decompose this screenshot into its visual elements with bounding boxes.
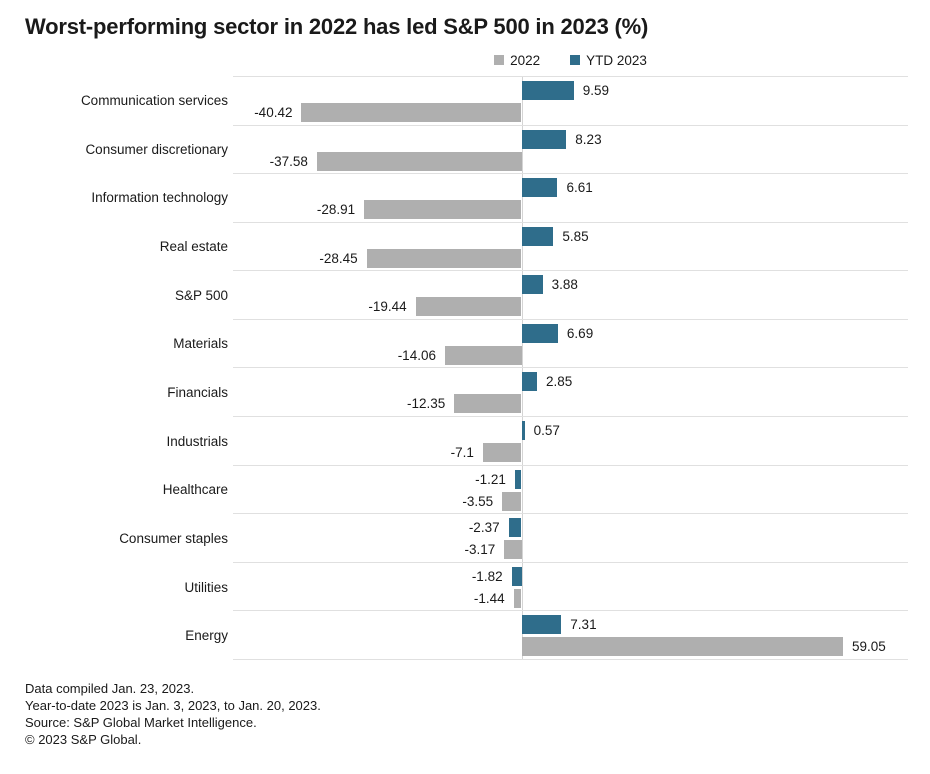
value-label-ytd-2023: 6.69 bbox=[566, 325, 594, 341]
bar-2022 bbox=[301, 103, 522, 122]
chart-row: 6.61 -28.91 bbox=[233, 173, 908, 222]
value-label-ytd-2023: 6.61 bbox=[566, 180, 593, 196]
bar-ytd-2023 bbox=[521, 178, 558, 198]
bar-2022 bbox=[454, 394, 522, 414]
category-label: Energy bbox=[185, 628, 228, 644]
value-label-ytd-2023: 8.23 bbox=[575, 131, 602, 147]
bar-2022 bbox=[504, 540, 522, 560]
legend-label-ytd-2023: YTD 2023 bbox=[586, 52, 647, 68]
value-label-2022: -40.42 bbox=[254, 105, 293, 120]
bar-ytd-2023 bbox=[511, 566, 522, 586]
footnote-copyright: © 2023 S&P Global. bbox=[25, 732, 142, 747]
bar-2022 bbox=[502, 491, 522, 511]
category-label: Consumer staples bbox=[119, 530, 228, 546]
value-label-ytd-2023: 2.85 bbox=[546, 374, 573, 390]
chart-title: Worst-performing sector in 2022 has led … bbox=[25, 14, 649, 39]
legend-swatch-2022-icon bbox=[494, 55, 505, 65]
bar-ytd-2023 bbox=[521, 81, 574, 100]
legend-item-ytd-2023: YTD 2023 bbox=[570, 53, 647, 68]
bar-ytd-2023 bbox=[521, 129, 567, 149]
legend-label-2022: 2022 bbox=[510, 52, 541, 68]
value-label-2022: -28.91 bbox=[316, 202, 356, 218]
bar-2022 bbox=[364, 200, 522, 220]
category-label: Information technology bbox=[91, 190, 228, 206]
bar-ytd-2023 bbox=[508, 518, 522, 538]
value-label-2022: 59.05 bbox=[851, 639, 886, 655]
legend-item-2022: 2022 bbox=[494, 53, 540, 68]
category-label: S&P 500 bbox=[174, 287, 228, 303]
bar-ytd-2023 bbox=[521, 372, 537, 392]
category-label: Communication services bbox=[80, 92, 228, 108]
bar-ytd-2023 bbox=[521, 323, 558, 343]
footnotes: Data compiled Jan. 23, 2023. Year-to-dat… bbox=[25, 680, 321, 748]
value-label-2022: -1.44 bbox=[473, 590, 505, 606]
category-label: Real estate bbox=[159, 238, 228, 254]
category-label: Consumer discretionary bbox=[85, 141, 228, 157]
bar-2022 bbox=[444, 345, 522, 365]
bar-ytd-2023 bbox=[514, 469, 522, 489]
footnote-ytd-definition: Year-to-date 2023 is Jan. 3, 2023, to Ja… bbox=[25, 698, 321, 713]
chart-row: 7.31 59.05 bbox=[233, 610, 908, 659]
value-label-2022: -7.1 bbox=[450, 445, 474, 461]
chart-row: 9.59 -40.42 bbox=[233, 77, 908, 125]
bar-2022 bbox=[366, 248, 522, 268]
bar-ytd-2023 bbox=[521, 275, 543, 295]
chart-row: 2.85 -12.35 bbox=[233, 367, 908, 416]
chart-row: -1.21 -3.55 bbox=[233, 464, 908, 514]
category-label: Industrials bbox=[166, 433, 228, 449]
value-label-2022: -3.55 bbox=[462, 493, 494, 509]
value-label-ytd-2023: 0.57 bbox=[533, 423, 560, 439]
value-label-ytd-2023: 7.31 bbox=[570, 617, 597, 633]
chart-row: -2.37 -3.17 bbox=[233, 513, 908, 562]
plot-area: 9.59 -40.42 8.23 -37.58 6.61 -28.91 5.85 -28.45… bbox=[233, 76, 908, 660]
legend-swatch-ytd-2023-icon bbox=[570, 55, 581, 65]
value-label-2022: -3.17 bbox=[464, 542, 496, 558]
category-label: Materials bbox=[173, 336, 228, 352]
category-label: Financials bbox=[167, 384, 228, 400]
footnote-data-compiled: Data compiled Jan. 23, 2023. bbox=[25, 681, 195, 696]
bar-2022 bbox=[482, 443, 522, 463]
chart-row: -1.82 -1.44 bbox=[233, 561, 908, 611]
value-label-2022: -12.35 bbox=[406, 396, 446, 412]
chart-row: 8.23 -37.58 bbox=[233, 124, 908, 174]
value-label-ytd-2023: 9.59 bbox=[582, 83, 609, 98]
bar-2022 bbox=[521, 637, 843, 657]
footnote-source: Source: S&P Global Market Intelligence. bbox=[25, 715, 257, 730]
bar-2022 bbox=[316, 151, 522, 171]
legend: 2022 YTD 2023 bbox=[233, 50, 908, 70]
chart-row: 6.69 -14.06 bbox=[233, 318, 908, 368]
chart-row: 0.57 -7.1 bbox=[233, 416, 908, 465]
value-label-2022: -19.44 bbox=[368, 299, 407, 315]
bar-2022 bbox=[415, 297, 522, 317]
chart-row: 5.85 -28.45 bbox=[233, 221, 908, 271]
bar-2022 bbox=[513, 588, 522, 608]
bar-ytd-2023 bbox=[521, 226, 554, 246]
value-label-2022: -37.58 bbox=[269, 153, 308, 169]
category-label: Healthcare bbox=[162, 482, 228, 498]
value-label-2022: -28.45 bbox=[319, 250, 358, 266]
value-label-2022: -14.06 bbox=[397, 347, 436, 363]
chart-row: 3.88 -19.44 bbox=[233, 270, 908, 319]
value-label-ytd-2023: -1.82 bbox=[471, 568, 503, 584]
bar-ytd-2023 bbox=[521, 421, 525, 441]
category-axis: Communication services Consumer discretio… bbox=[0, 76, 228, 660]
bar-ytd-2023 bbox=[521, 615, 562, 635]
value-label-ytd-2023: 5.85 bbox=[562, 228, 589, 244]
value-label-ytd-2023: 3.88 bbox=[551, 277, 578, 293]
value-label-ytd-2023: -2.37 bbox=[468, 520, 500, 536]
value-label-ytd-2023: -1.21 bbox=[475, 471, 506, 487]
category-label: Utilities bbox=[184, 579, 228, 595]
